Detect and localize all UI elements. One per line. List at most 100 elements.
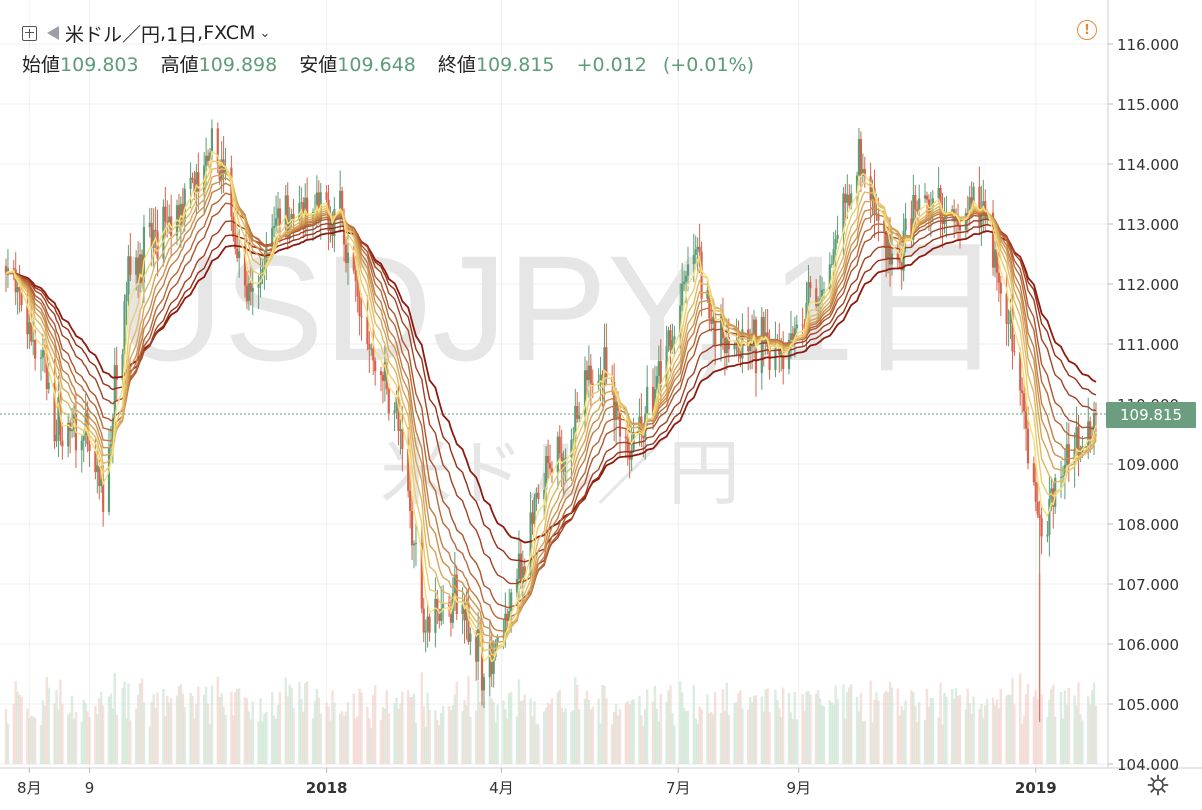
volume-bar: [836, 699, 839, 764]
volume-bar: [999, 688, 1002, 764]
volume-bar: [1053, 716, 1057, 764]
chevron-down-icon[interactable]: ⌄: [259, 25, 271, 41]
candle: [543, 472, 546, 520]
candle: [585, 360, 589, 398]
price-tick-label: 112.000: [1117, 276, 1179, 294]
exclamation-circle-icon[interactable]: !: [1077, 20, 1097, 40]
volume-bar: [453, 694, 457, 764]
volume-bar: [888, 681, 892, 764]
candle: [407, 427, 410, 498]
time-tick-label: 8月: [17, 779, 42, 797]
volume-bar: [236, 689, 239, 764]
separator-1: ,: [160, 22, 167, 44]
candle: [836, 215, 839, 244]
volume-bar: [113, 672, 117, 764]
volume-bar: [1019, 673, 1022, 764]
candle: [774, 321, 777, 378]
volume-bar: [651, 701, 655, 764]
volume-bar: [599, 723, 602, 764]
volume-bar: [111, 708, 115, 764]
volume-bars: [4, 574, 1098, 764]
volume-bar: [94, 705, 97, 764]
flag-icon[interactable]: [47, 26, 59, 40]
candle: [1023, 381, 1026, 430]
volume-bar: [896, 688, 900, 764]
candle: [694, 235, 697, 264]
candle: [249, 265, 252, 306]
volume-bar: [737, 692, 740, 764]
volume-bar: [632, 699, 635, 764]
candle: [548, 444, 552, 476]
candle: [4, 258, 8, 292]
volume-bar: [916, 721, 919, 764]
candle: [129, 232, 132, 282]
candle: [1075, 406, 1078, 454]
candle: [815, 279, 818, 311]
volume-bar: [624, 702, 628, 764]
volume-bar: [1077, 682, 1080, 764]
volume-bar: [727, 715, 730, 764]
candle: [923, 183, 927, 203]
volume-bar: [1094, 705, 1098, 764]
volume-bar: [28, 717, 31, 764]
volume-bar: [107, 696, 111, 764]
candle: [991, 200, 995, 276]
volume-bar: [32, 716, 35, 764]
volume-bar: [951, 688, 954, 764]
volume-bar: [179, 683, 183, 764]
volume-bar: [642, 725, 645, 764]
volume-bar: [698, 706, 701, 764]
candle: [1052, 482, 1055, 529]
volume-bar: [354, 718, 357, 764]
price-tick-label: 114.000: [1117, 156, 1179, 174]
candle: [28, 313, 31, 349]
volume-bar: [490, 698, 493, 764]
candle: [578, 401, 581, 423]
volume-bar: [1092, 682, 1096, 764]
volume-bar: [243, 697, 247, 764]
volume-bar: [644, 708, 647, 764]
volume-bar: [96, 714, 99, 764]
candle: [859, 131, 863, 193]
volume-bar: [822, 706, 826, 764]
volume-bar: [748, 697, 752, 764]
gear-icon[interactable]: [1147, 774, 1169, 796]
volume-bar: [496, 704, 499, 764]
volume-bar: [519, 701, 523, 764]
interval: 1日: [166, 23, 198, 46]
candle: [1032, 456, 1035, 486]
time-tick-label: 2018: [306, 779, 348, 797]
candle: [521, 550, 524, 605]
volume-bar: [502, 700, 505, 764]
volume-bar: [230, 691, 233, 764]
volume-bar: [68, 712, 72, 764]
volume-bar: [331, 690, 334, 764]
candle: [475, 630, 478, 681]
candle: [789, 310, 793, 359]
volume-bar: [954, 688, 958, 764]
volume-bar: [871, 722, 874, 764]
volume-bar: [53, 703, 56, 764]
volume-bar: [597, 698, 600, 764]
volume-bar: [175, 695, 179, 764]
plus-square-icon[interactable]: [22, 25, 37, 41]
candle: [669, 324, 672, 372]
volume-bar: [570, 711, 573, 764]
volume-bar: [436, 719, 439, 764]
candle: [208, 148, 212, 170]
time-tick-label: 2019: [1015, 779, 1057, 797]
volume-bar: [628, 704, 631, 764]
volume-bar: [98, 698, 101, 764]
volume-bar: [684, 710, 688, 764]
candle: [372, 324, 375, 375]
volume-bar: [873, 699, 876, 764]
candle: [570, 428, 573, 482]
volume-bar: [412, 693, 416, 764]
volume-bar: [342, 715, 346, 764]
volume-bar: [1067, 687, 1070, 764]
volume-bar: [830, 702, 833, 764]
volume-bar: [682, 708, 686, 764]
symbol-row[interactable]: 米ドル／円, 1日, FXCM ⌄: [22, 18, 770, 48]
